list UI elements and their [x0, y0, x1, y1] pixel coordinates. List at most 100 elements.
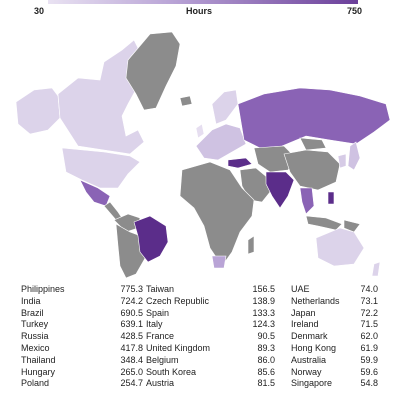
- table-row: Turkey 639.1: [21, 319, 143, 331]
- legend-color-ramp: [48, 0, 358, 4]
- hours-value: 428.5: [120, 331, 143, 342]
- world-choropleth-map: [15, 31, 391, 279]
- hours-value: 89.3: [257, 342, 275, 353]
- country-name: Thailand: [21, 354, 56, 365]
- hours-value: 690.5: [120, 307, 143, 318]
- table-row: Thailand 348.4: [21, 355, 143, 367]
- table-row: Norway 59.6: [291, 367, 378, 379]
- region-greenland: [125, 31, 181, 111]
- hours-value: 85.6: [257, 366, 275, 377]
- hours-value: 265.0: [120, 366, 143, 377]
- region-canada: [57, 39, 149, 155]
- region-south-africa: [211, 255, 227, 269]
- table-row: Poland 254.7: [21, 378, 143, 390]
- legend-title: Hours: [186, 6, 213, 16]
- hours-value: 73.1: [360, 295, 378, 306]
- hours-value: 54.8: [360, 378, 378, 389]
- hours-value: 71.5: [360, 319, 378, 330]
- hours-value: 90.5: [257, 331, 275, 342]
- table-row: France 90.5: [146, 331, 275, 343]
- hours-value: 775.3: [120, 284, 143, 294]
- hours-value: 61.9: [360, 342, 378, 353]
- country-name: UAE: [291, 284, 310, 294]
- country-name: United Kingdom: [146, 342, 211, 353]
- hours-value: 59.6: [360, 366, 378, 377]
- table-row: Japan 72.2: [291, 308, 378, 320]
- table-row: Czech Republic 138.9: [146, 296, 275, 308]
- region-indonesia: [305, 215, 343, 231]
- hours-value: 156.5: [252, 284, 275, 294]
- country-name: Hong Kong: [291, 342, 337, 353]
- table-row: Italy 124.3: [146, 319, 275, 331]
- table-row: Russia 428.5: [21, 331, 143, 343]
- table-row: Hungary 265.0: [21, 367, 143, 379]
- region-china: [283, 149, 341, 191]
- hours-value: 724.2: [120, 295, 143, 306]
- hours-value: 124.3: [252, 319, 275, 330]
- hours-value: 59.9: [360, 354, 378, 365]
- hours-value: 417.8: [120, 342, 143, 353]
- country-name: Philippines: [21, 284, 65, 294]
- table-row: Denmark 62.0: [291, 331, 378, 343]
- table-row: Philippines 775.3: [21, 284, 143, 296]
- region-korea: [337, 153, 347, 169]
- hours-value: 86.0: [257, 354, 275, 365]
- region-iceland: [179, 95, 193, 107]
- region-india: [265, 171, 295, 209]
- country-name: France: [146, 331, 175, 342]
- country-name: Austria: [146, 378, 175, 389]
- country-name: Hungary: [21, 366, 56, 377]
- legend-max-label: 750: [347, 6, 363, 16]
- hours-value: 72.2: [360, 307, 378, 318]
- country-name: Czech Republic: [146, 295, 210, 306]
- country-hours-table: Philippines 775.3 India 724.2 Brazil 690.5 …: [0, 284, 400, 400]
- table-row: South Korea 85.6: [146, 367, 275, 379]
- region-europe: [195, 123, 247, 161]
- table-column: UAE 74.0 Netherlands 73.1 Japan 72.2 Irelan…: [291, 284, 378, 390]
- hours-value: 254.7: [120, 378, 143, 389]
- country-name: Turkey: [21, 319, 49, 330]
- hours-value: 639.1: [120, 319, 143, 330]
- region-usa: [61, 147, 141, 189]
- legend-min-label: 30: [34, 6, 45, 16]
- region-brazil: [133, 215, 169, 263]
- country-name: India: [21, 295, 41, 306]
- country-name: Ireland: [291, 319, 319, 330]
- country-name: South Korea: [146, 366, 197, 377]
- country-name: Denmark: [291, 331, 328, 342]
- table-row: Taiwan 156.5: [146, 284, 275, 296]
- table-row: Belgium 86.0: [146, 355, 275, 367]
- table-row: UAE 74.0: [291, 284, 378, 296]
- country-name: Mexico: [21, 342, 50, 353]
- table-row: United Kingdom 89.3: [146, 343, 275, 355]
- country-name: Russia: [21, 331, 49, 342]
- table-row: Australia 59.9: [291, 355, 378, 367]
- country-name: Poland: [21, 378, 50, 389]
- country-name: Netherlands: [291, 295, 340, 306]
- region-alaska: [15, 87, 61, 135]
- country-name: Norway: [291, 366, 322, 377]
- region-central-asia: [253, 145, 297, 173]
- region-madagascar: [247, 235, 255, 255]
- region-japan: [347, 141, 361, 171]
- table-column: Taiwan 156.5 Czech Republic 138.9 Spain 133…: [146, 284, 275, 390]
- region-central-america: [103, 201, 123, 221]
- table-row: Spain 133.3: [146, 308, 275, 320]
- region-new-zealand: [371, 261, 381, 277]
- table-row: India 724.2: [21, 296, 143, 308]
- country-name: Australia: [291, 354, 327, 365]
- map-legend: 30 Hours 750: [0, 0, 400, 20]
- region-mongolia: [299, 137, 327, 151]
- country-name: Italy: [146, 319, 163, 330]
- table-row: Hong Kong 61.9: [291, 343, 378, 355]
- table-row: Brazil 690.5: [21, 308, 143, 320]
- country-name: Japan: [291, 307, 316, 318]
- region-southeast-asia: [299, 187, 315, 215]
- region-philippines: [327, 191, 335, 205]
- region-turkey: [227, 157, 253, 169]
- country-name: Brazil: [21, 307, 44, 318]
- hours-value: 81.5: [257, 378, 275, 389]
- table-row: Mexico 417.8: [21, 343, 143, 355]
- country-name: Spain: [146, 307, 170, 318]
- hours-value: 348.4: [120, 354, 143, 365]
